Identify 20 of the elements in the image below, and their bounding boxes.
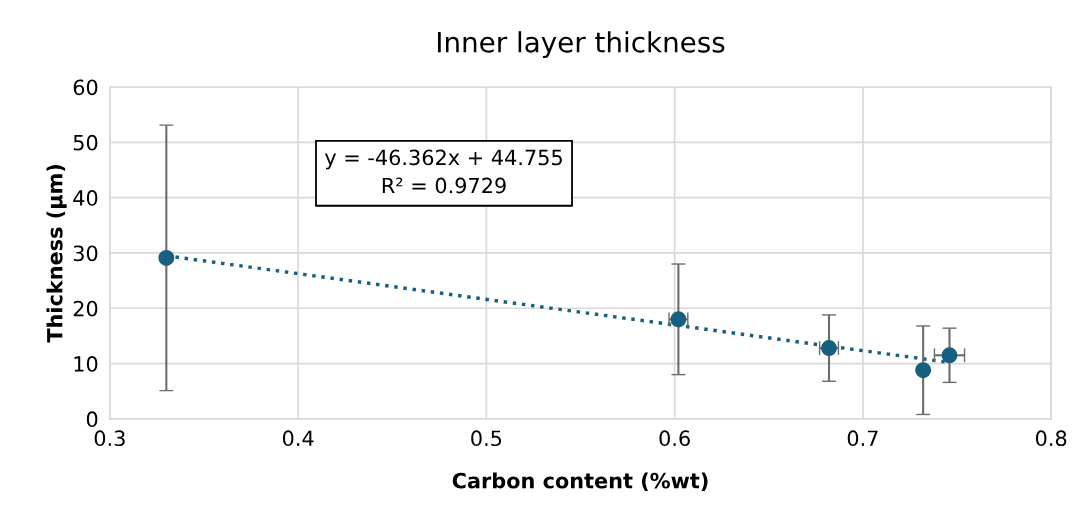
y-tick-label: 10	[74, 356, 98, 372]
point	[158, 249, 175, 266]
chart-title: Inner layer thickness	[437, 31, 725, 59]
y-tick-label: 40	[73, 190, 98, 206]
x-tick-label: 0.3	[94, 430, 125, 447]
x-tick-label: 0.6	[659, 430, 690, 447]
x-tick-label: 0.8	[1035, 430, 1067, 447]
x-axis-title: Carbon content (%wt)	[452, 472, 708, 491]
y-tick-label: 60	[73, 79, 98, 96]
y-tick-label: 50	[73, 134, 98, 151]
y-axis-title: Thickness (µm)	[46, 164, 67, 343]
point	[941, 347, 958, 364]
y-tick-label: 30	[73, 245, 98, 262]
annotation: y = -46.362x + 44.755 R² = 0.9729	[324, 149, 562, 194]
x-tick-label: 0.5	[471, 430, 502, 447]
point	[915, 362, 932, 379]
x-tick-label: 0.4	[282, 430, 314, 447]
x-tick-label: 0.7	[847, 430, 878, 447]
y-tick-label: 0	[86, 411, 98, 428]
y-tick-label: 20	[73, 300, 98, 317]
